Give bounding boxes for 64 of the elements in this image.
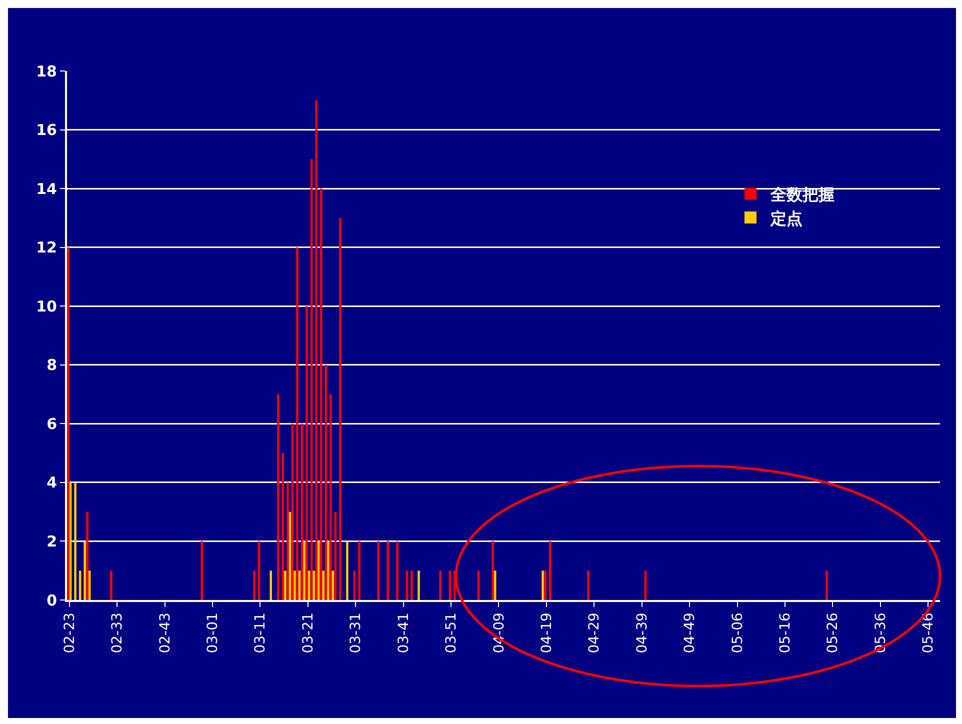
bar: [358, 541, 360, 600]
bar: [826, 570, 828, 600]
x-tick-label: 05-16: [778, 612, 794, 654]
bar: [587, 570, 590, 600]
y-tick-label: 4: [46, 474, 57, 492]
y-tick-label: 10: [36, 297, 57, 316]
x-tick-label: 05-36: [872, 612, 889, 654]
x-tick-label: 04-09: [491, 612, 508, 654]
legend-label: 定点: [769, 208, 802, 228]
bar: [200, 541, 203, 600]
bar: [284, 570, 286, 600]
bar: [386, 541, 390, 600]
bar: [410, 570, 413, 600]
bar: [253, 570, 256, 600]
y-tick-label: 0: [46, 591, 57, 610]
bar: [542, 570, 544, 600]
bar: [277, 394, 280, 600]
bar: [377, 541, 380, 600]
y-tick-label: 14: [36, 180, 57, 198]
bar: [492, 541, 494, 600]
x-tick-label: 03-51: [444, 612, 460, 654]
bar: [330, 394, 332, 600]
bar: [74, 482, 76, 600]
x-tick-label: 03-31: [348, 612, 364, 654]
x-tick-label: 05-46: [920, 612, 937, 654]
bar: [286, 482, 289, 600]
x-tick-label: 05-26: [825, 612, 842, 654]
bar: [86, 512, 88, 600]
y-tick-label: 12: [36, 238, 57, 257]
x-tick-label: 04-29: [586, 612, 603, 654]
bar: [346, 541, 348, 600]
y-tick-label: 2: [46, 532, 57, 550]
x-tick-label: 04-49: [682, 612, 698, 654]
y-tick-label: 18: [36, 62, 57, 80]
x-tick-label: 02-43: [157, 612, 174, 654]
bar: [418, 570, 420, 600]
x-tick-label: 04-39: [634, 612, 650, 654]
x-tick-label: 03-11: [252, 612, 269, 654]
bar: [84, 541, 86, 600]
x-tick-label: 02-33: [110, 612, 126, 654]
x-tick-label: 03-21: [300, 612, 316, 654]
bar: [306, 306, 308, 600]
bar: [312, 570, 315, 600]
x-tick-label: 04-19: [538, 612, 555, 654]
bar: [294, 570, 296, 600]
bar: [322, 570, 324, 600]
bar: [315, 100, 318, 600]
x-tick-label: 05-06: [730, 612, 746, 654]
bar: [324, 364, 327, 600]
bar: [544, 570, 546, 600]
bar: [303, 541, 306, 600]
bar: [296, 247, 298, 600]
bar: [67, 247, 70, 600]
bar: [326, 541, 330, 600]
y-tick-label: 8: [46, 356, 57, 374]
bar: [439, 570, 442, 600]
y-tick-label: 6: [46, 414, 57, 433]
y-tick-label: 16: [36, 121, 57, 140]
x-tick-label: 02-23: [62, 612, 78, 654]
bar: [339, 218, 342, 600]
x-tick-label: 03-01: [205, 612, 222, 654]
x-tick-label: 03-41: [396, 612, 412, 654]
bar: [454, 570, 456, 600]
bar: [110, 570, 112, 600]
